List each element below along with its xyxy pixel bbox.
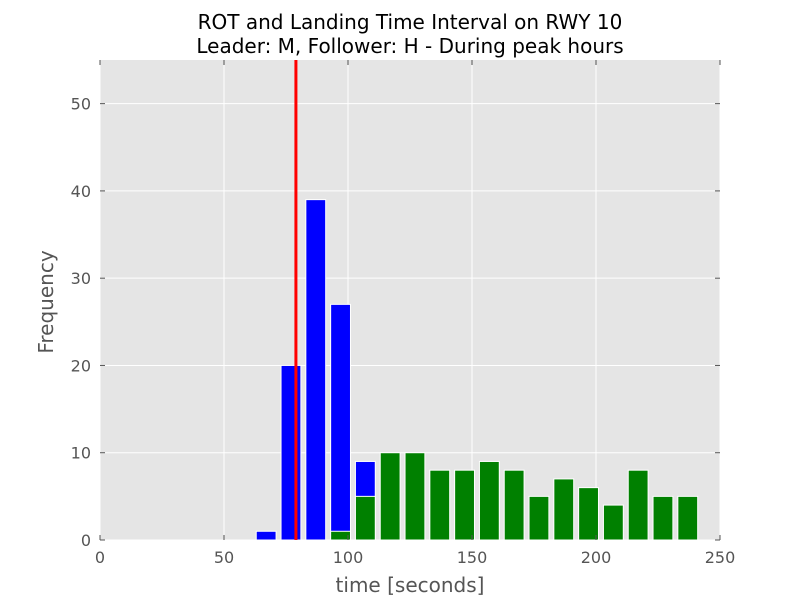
chart-title-line-1: ROT and Landing Time Interval on RWY 10 bbox=[198, 10, 623, 34]
bar-series-1 bbox=[280, 364, 302, 541]
bar-series-2 bbox=[503, 469, 525, 541]
x-tick-label: 200 bbox=[581, 548, 612, 567]
bar-series-2 bbox=[379, 452, 401, 541]
bar-series-2 bbox=[553, 478, 575, 541]
bar-series-2 bbox=[677, 495, 699, 541]
bar-series-2 bbox=[602, 504, 624, 541]
ticks-group: 0 50 100 150 200 250 0 10 20 30 40 50 bbox=[71, 60, 736, 567]
bar-series-2 bbox=[528, 495, 550, 541]
y-tick-label: 0 bbox=[81, 531, 91, 550]
chart-title-line-2: Leader: M, Follower: H - During peak hou… bbox=[196, 34, 623, 58]
y-tick-label: 50 bbox=[71, 95, 91, 114]
bar-series-2 bbox=[627, 469, 649, 541]
bar-series-2 bbox=[652, 495, 674, 541]
bar-series-2 bbox=[429, 469, 451, 541]
bar-series-2 bbox=[478, 460, 500, 541]
grid-lines bbox=[99, 60, 721, 541]
x-tick-label: 100 bbox=[333, 548, 364, 567]
bar-series-1 bbox=[330, 303, 351, 541]
y-axis-label: Frequency bbox=[34, 250, 58, 353]
bar-series-2 bbox=[330, 530, 351, 541]
y-tick-label: 40 bbox=[71, 182, 91, 201]
bar-series-1 bbox=[305, 199, 327, 541]
bar-series-2 bbox=[404, 452, 426, 541]
x-tick-label: 150 bbox=[457, 548, 488, 567]
bar-series-2 bbox=[454, 469, 475, 541]
bar-series-2 bbox=[578, 487, 599, 541]
bar-series-2 bbox=[354, 495, 376, 541]
y-tick-label: 30 bbox=[71, 269, 91, 288]
y-tick-label: 20 bbox=[71, 356, 91, 375]
x-axis-label: time [seconds] bbox=[336, 573, 485, 597]
bar-series-1 bbox=[255, 530, 277, 541]
x-tick-label: 250 bbox=[705, 548, 736, 567]
y-tick-label: 10 bbox=[71, 444, 91, 463]
x-tick-label: 50 bbox=[214, 548, 234, 567]
x-tick-label: 0 bbox=[95, 548, 105, 567]
